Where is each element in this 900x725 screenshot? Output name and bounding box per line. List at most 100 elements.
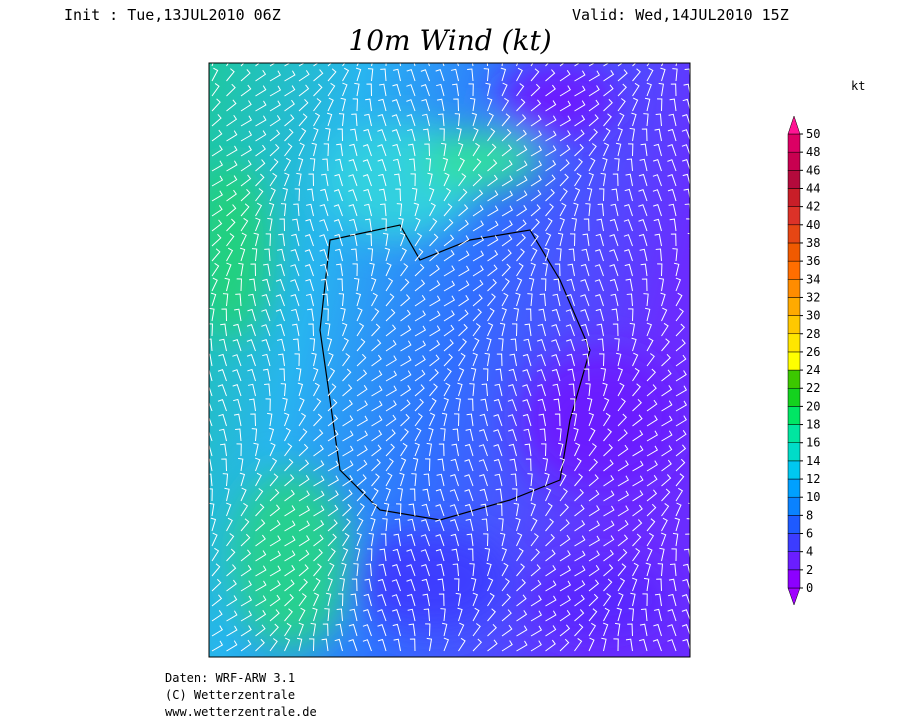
wind-barb: [603, 428, 612, 442]
wind-barb: [682, 158, 690, 172]
wind-barb: [385, 308, 396, 322]
wind-barb: [472, 235, 485, 247]
wind-barb: [539, 293, 546, 307]
wind-barb: [600, 172, 606, 187]
wind-barb: [646, 368, 656, 382]
wind-barb: [523, 428, 532, 442]
wind-barb: [574, 70, 586, 82]
wind-barb: [615, 142, 622, 157]
wind-barb: [661, 517, 668, 532]
wind-barb: [516, 67, 523, 82]
wind-barb: [414, 325, 427, 337]
wind-barb: [297, 382, 304, 397]
wind-barb: [643, 113, 649, 127]
wind-barb: [438, 113, 445, 127]
wind-barb: [410, 173, 416, 187]
wind-barb: [320, 188, 329, 202]
wind-barb: [625, 278, 633, 292]
wind-barb: [454, 413, 460, 427]
wind-barb: [269, 520, 281, 532]
wind-barb: [507, 399, 517, 412]
wind-barb: [313, 112, 321, 127]
wind-barb: [377, 578, 387, 592]
wind-barb: [672, 248, 678, 262]
wind-barb: [557, 232, 564, 247]
wind-barb: [284, 474, 295, 487]
wind-barb: [530, 610, 543, 622]
wind-barb: [566, 293, 575, 307]
wind-barb: [336, 143, 343, 157]
wind-barb: [385, 355, 397, 367]
wind-barb: [487, 278, 497, 292]
wind-barb: [226, 68, 235, 82]
wind-barb: [640, 263, 648, 277]
wind-barb: [226, 640, 238, 652]
wind-barb: [342, 518, 351, 532]
wind-barb: [617, 563, 627, 577]
wind-barb: [412, 457, 419, 472]
wind-barb: [487, 174, 498, 187]
wind-barb: [429, 249, 440, 262]
wind-barb: [615, 352, 622, 367]
wind-barb: [670, 233, 677, 247]
wind-barb: [629, 322, 636, 337]
wind-barb: [449, 489, 459, 502]
wind-barb: [209, 368, 213, 382]
wind-barb: [342, 368, 352, 382]
wind-barb: [617, 127, 623, 142]
wind-barb: [472, 337, 480, 352]
wind-barb: [354, 82, 360, 97]
wind-barb: [284, 63, 291, 67]
wind-barb: [525, 308, 532, 322]
wind-barb: [356, 415, 369, 427]
wind-barb: [617, 367, 624, 382]
wind-barb: [320, 263, 329, 277]
wind-barb: [617, 83, 627, 97]
wind-barb: [277, 248, 285, 262]
wind-barb: [646, 475, 658, 487]
wind-barb: [681, 144, 690, 157]
wind-barb: [406, 549, 416, 562]
wind-barb: [209, 416, 213, 427]
wind-barb: [429, 368, 439, 382]
wind-barb: [640, 143, 648, 157]
wind-barb: [574, 638, 583, 652]
wind-barb: [211, 277, 218, 292]
wind-barb: [383, 232, 389, 247]
wind-barb: [674, 517, 680, 532]
wind-barb: [226, 533, 235, 547]
wind-barb: [377, 638, 387, 652]
wind-barb: [530, 115, 542, 127]
wind-barb: [282, 397, 288, 412]
wind-barb: [400, 340, 412, 352]
wind-barb: [211, 98, 221, 112]
wind-barb: [339, 577, 345, 592]
colorbar-over: [787, 115, 801, 135]
wind-barb: [574, 488, 584, 502]
wind-barb: [371, 308, 380, 322]
wind-barb: [597, 203, 604, 217]
wind-barb: [313, 534, 324, 547]
wind-barb: [276, 263, 285, 277]
wind-barb: [400, 399, 411, 412]
wind-barb: [298, 428, 308, 442]
wind-barb: [574, 115, 586, 127]
colorbar-tick-label: 2: [806, 563, 813, 577]
wind-barb: [342, 322, 348, 337]
wind-barb: [240, 639, 252, 652]
source: Daten: WRF-ARW 3.1: [165, 671, 295, 685]
wind-barb: [226, 610, 238, 622]
wind-barb: [493, 398, 503, 412]
wind-barb: [392, 143, 401, 157]
wind-barb: [559, 503, 569, 517]
wind-barb: [581, 248, 590, 262]
wind-barb: [603, 475, 615, 487]
wind-barb: [612, 323, 619, 337]
wind-barb: [284, 70, 296, 82]
wind-barb: [602, 382, 608, 397]
wind-barb: [670, 83, 677, 97]
wind-barb: [232, 383, 242, 397]
wind-barb: [275, 279, 285, 292]
wind-barb: [450, 473, 459, 487]
